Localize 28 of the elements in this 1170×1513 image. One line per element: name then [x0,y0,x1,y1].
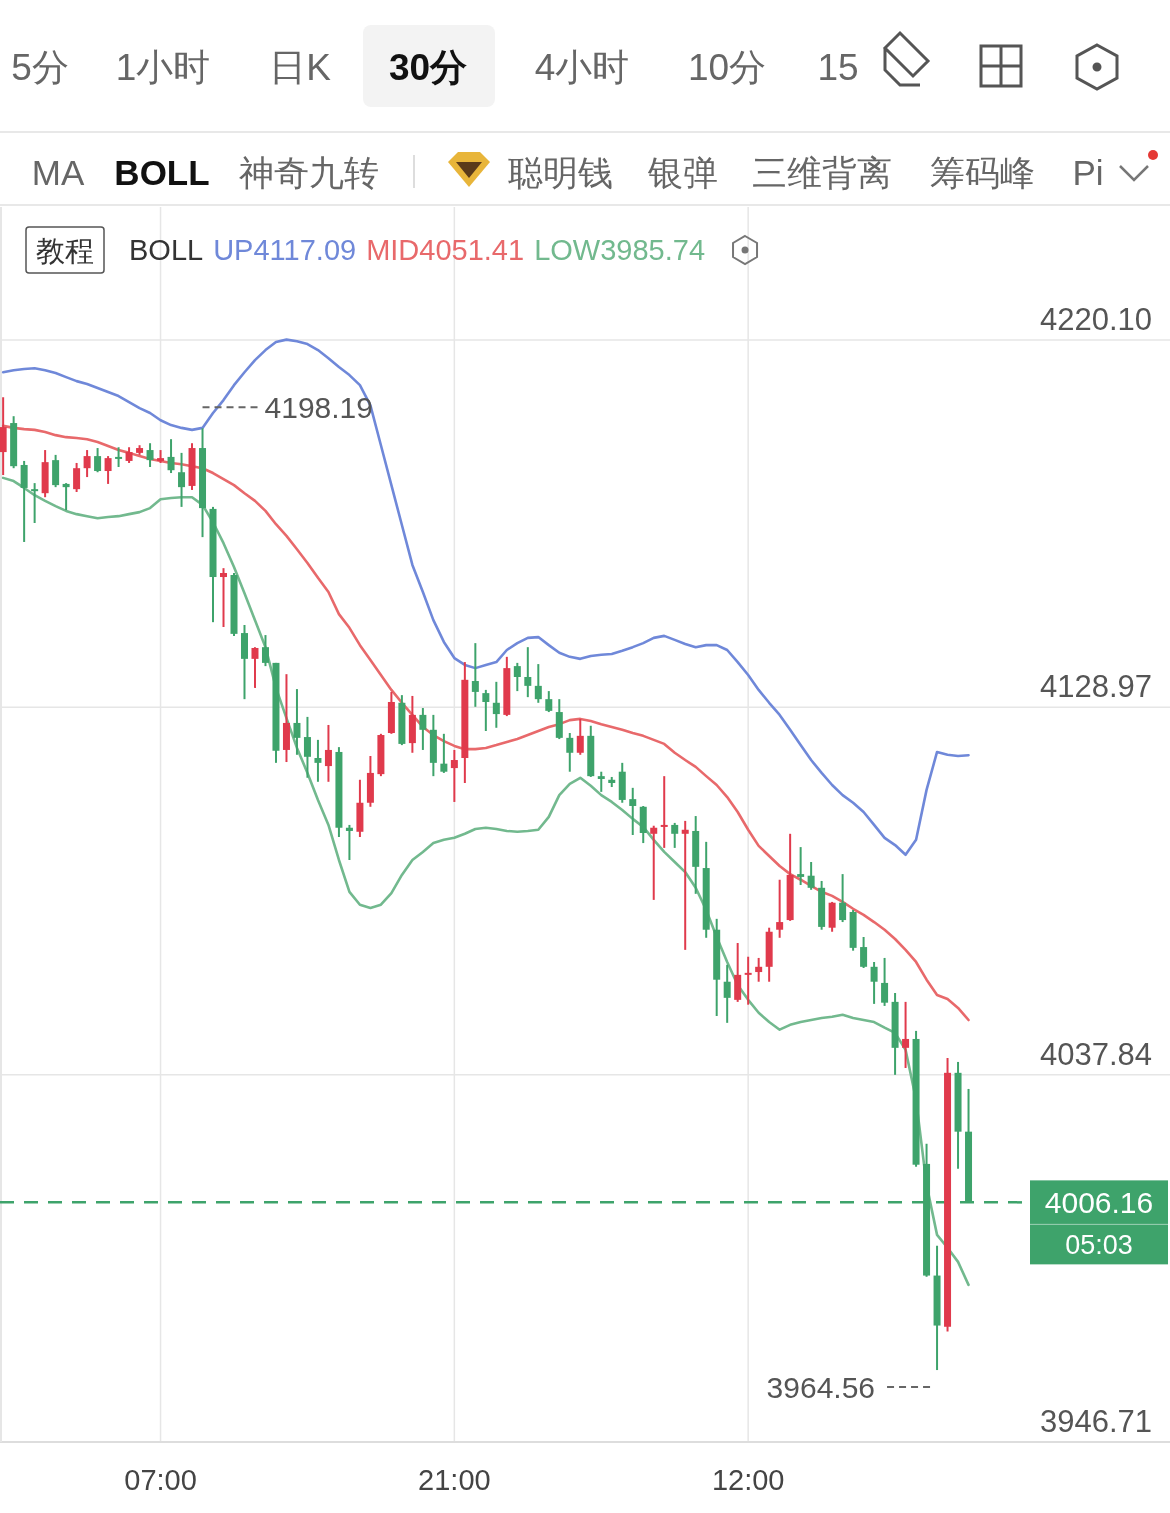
y-tick-label: 4037.84 [1039,1036,1152,1072]
text: 日K [269,47,332,88]
text: 5分 [11,47,69,88]
text: BOLL [114,153,210,192]
y-tick-label: 4220.10 [1039,302,1152,338]
text: 4小时 [534,47,630,88]
text: 1小时 [115,47,211,88]
legend: BOLL UP4117.09 MID4051.41 LOW3985.74 [129,234,706,266]
text: 聪明钱 [507,153,613,192]
y-tick-label: 3946.71 [1039,1404,1152,1439]
text: MA [31,153,85,192]
x-tick-label: 21:00 [418,1464,491,1496]
text: 30分 [388,47,468,88]
annotation: 教程 [36,235,94,267]
text: Pi [1072,153,1104,192]
text: 15 [817,47,859,88]
text: 10分 [687,47,767,88]
text: 05:03 [1065,1230,1133,1261]
ref-line-label: 4006.16 [1044,1186,1154,1220]
annotation: 4198.19 [264,391,373,425]
text: 银弹 [647,153,718,192]
annotation: 3964.56 [766,1371,876,1405]
x-tick-label: 12:00 [711,1464,785,1496]
text: 筹码峰 [929,153,1035,192]
text: 三维背离 [752,153,892,192]
y-tick-label: 4128.97 [1039,669,1152,705]
text: 神奇九转 [239,153,379,192]
x-tick-label: 07:00 [124,1464,197,1496]
